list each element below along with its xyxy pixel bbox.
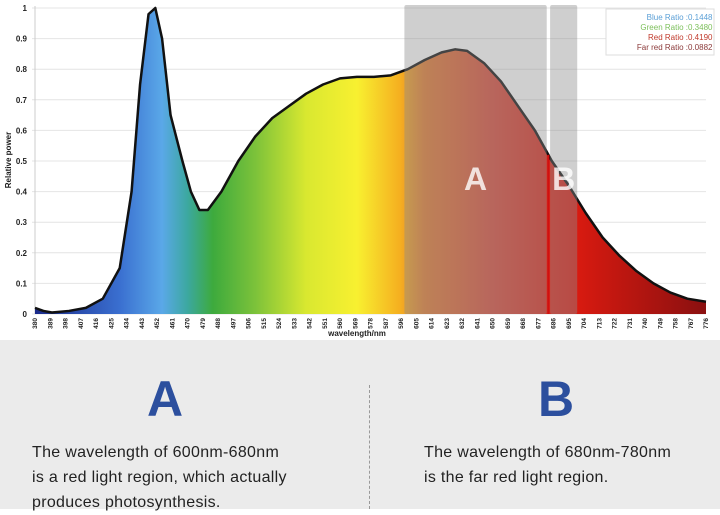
region-a-shade bbox=[404, 5, 547, 314]
x-tick-label: 713 bbox=[596, 318, 603, 329]
x-tick-label: 506 bbox=[246, 318, 253, 329]
x-tick-label: 515 bbox=[261, 318, 268, 329]
x-tick-label: 533 bbox=[291, 318, 298, 329]
y-tick-label: 0.6 bbox=[16, 126, 28, 135]
spectrum-area bbox=[35, 8, 706, 314]
x-tick-label: 695 bbox=[566, 318, 573, 329]
legend-value: 0.4190 bbox=[688, 33, 713, 42]
x-tick-label: 398 bbox=[63, 318, 70, 329]
x-tick-label: 497 bbox=[230, 318, 237, 329]
x-tick-label: 776 bbox=[703, 318, 710, 329]
x-tick-label: 443 bbox=[139, 318, 146, 329]
divider bbox=[369, 385, 370, 509]
x-tick-label: 605 bbox=[413, 318, 420, 329]
x-tick-label: 542 bbox=[307, 318, 314, 329]
region-b-label: B bbox=[552, 161, 575, 197]
region-a-line: is a red light region, which actually bbox=[32, 469, 287, 486]
legend-label: Far red Ratio : bbox=[637, 43, 688, 52]
x-tick-label: 722 bbox=[612, 318, 619, 329]
x-tick-label: 677 bbox=[535, 318, 542, 329]
x-tick-label: 587 bbox=[383, 318, 390, 329]
explanation-panel: A The wavelength of 600nm-680nm is a red… bbox=[0, 340, 720, 511]
spectrum-chart: 0 0.1 0.2 0.3 0.4 0.5 0.6 0.7 0.8 0.9 1 A B 380 389 398… bbox=[4, 4, 715, 338]
x-tick-label: 749 bbox=[657, 318, 664, 329]
x-tick-label: 596 bbox=[398, 318, 405, 329]
region-a-description: The wavelength of 600nm-680nm is a red l… bbox=[32, 440, 287, 515]
x-tick-label: 560 bbox=[337, 318, 344, 329]
x-tick-label: 641 bbox=[474, 318, 481, 329]
y-tick-label: 1 bbox=[23, 4, 28, 13]
x-tick-label: 623 bbox=[444, 318, 451, 329]
x-tick-label: 479 bbox=[200, 318, 207, 329]
x-tick-label: 650 bbox=[490, 318, 497, 329]
y-tick-label: 0.1 bbox=[16, 279, 28, 288]
x-tick-label: 380 bbox=[32, 318, 39, 329]
region-b-shade bbox=[550, 5, 578, 314]
region-a-label: A bbox=[464, 161, 487, 197]
x-tick-label: 416 bbox=[93, 318, 100, 329]
x-tick-label: 524 bbox=[276, 318, 283, 329]
y-tick-label: 0.2 bbox=[16, 249, 28, 258]
x-tick-label: 704 bbox=[581, 318, 588, 329]
legend-label: Green Ratio : bbox=[640, 23, 688, 32]
x-tick-label: 425 bbox=[108, 318, 115, 329]
legend-label: Blue Ratio : bbox=[647, 13, 688, 22]
y-tick-label: 0.9 bbox=[16, 35, 28, 44]
legend-value: 0.1448 bbox=[688, 13, 713, 22]
spectrum-line bbox=[34, 6, 707, 314]
x-tick-label: 569 bbox=[352, 318, 359, 329]
y-tick-label: 0.8 bbox=[16, 65, 28, 74]
y-tick-label: 0.3 bbox=[16, 218, 28, 227]
y-tick-label: 0.4 bbox=[16, 188, 28, 197]
x-tick-label: 434 bbox=[124, 318, 131, 329]
region-a-line: The wavelength of 600nm-680nm bbox=[32, 444, 280, 461]
x-tick-label: 470 bbox=[185, 318, 192, 329]
region-b-line: The wavelength of 680nm-780nm bbox=[424, 444, 672, 461]
x-tick-label: 578 bbox=[368, 318, 375, 329]
legend-box bbox=[605, 8, 715, 56]
x-tick-label: 659 bbox=[505, 318, 512, 329]
y-axis-label: Relative power bbox=[4, 132, 13, 188]
x-tick-label: 758 bbox=[673, 318, 680, 329]
x-tick-label: 740 bbox=[642, 318, 649, 329]
y-tick-label: 0 bbox=[23, 310, 28, 319]
x-tick-label: 407 bbox=[78, 318, 85, 329]
x-tick-label: 668 bbox=[520, 318, 527, 329]
x-tick-label: 461 bbox=[169, 318, 176, 329]
x-tick-label: 731 bbox=[627, 318, 634, 329]
x-tick-label: 686 bbox=[551, 318, 558, 329]
x-tick-label: 488 bbox=[215, 318, 222, 329]
x-tick-label: 632 bbox=[459, 318, 466, 329]
region-a-line: produces photosynthesis. bbox=[32, 494, 221, 511]
x-tick-label: 551 bbox=[322, 318, 329, 329]
x-tick-label: 614 bbox=[429, 318, 436, 329]
region-a-letter: A bbox=[147, 371, 184, 427]
x-axis-label: wavelength/nm bbox=[327, 329, 386, 338]
legend-label: Red Ratio : bbox=[648, 33, 688, 42]
legend-value: 0.3480 bbox=[688, 23, 713, 32]
region-b-description: The wavelength of 680nm-780nm is the far… bbox=[424, 440, 671, 490]
x-tick-label: 452 bbox=[154, 318, 161, 329]
x-tick-label: 389 bbox=[47, 318, 54, 329]
y-tick-label: 0.7 bbox=[16, 96, 28, 105]
x-tick-label: 767 bbox=[688, 318, 695, 329]
legend-value: 0.0882 bbox=[688, 43, 713, 52]
region-b-letter: B bbox=[538, 371, 575, 427]
region-b-line: is the far red light region. bbox=[424, 469, 609, 486]
y-tick-label: 0.5 bbox=[16, 157, 28, 166]
